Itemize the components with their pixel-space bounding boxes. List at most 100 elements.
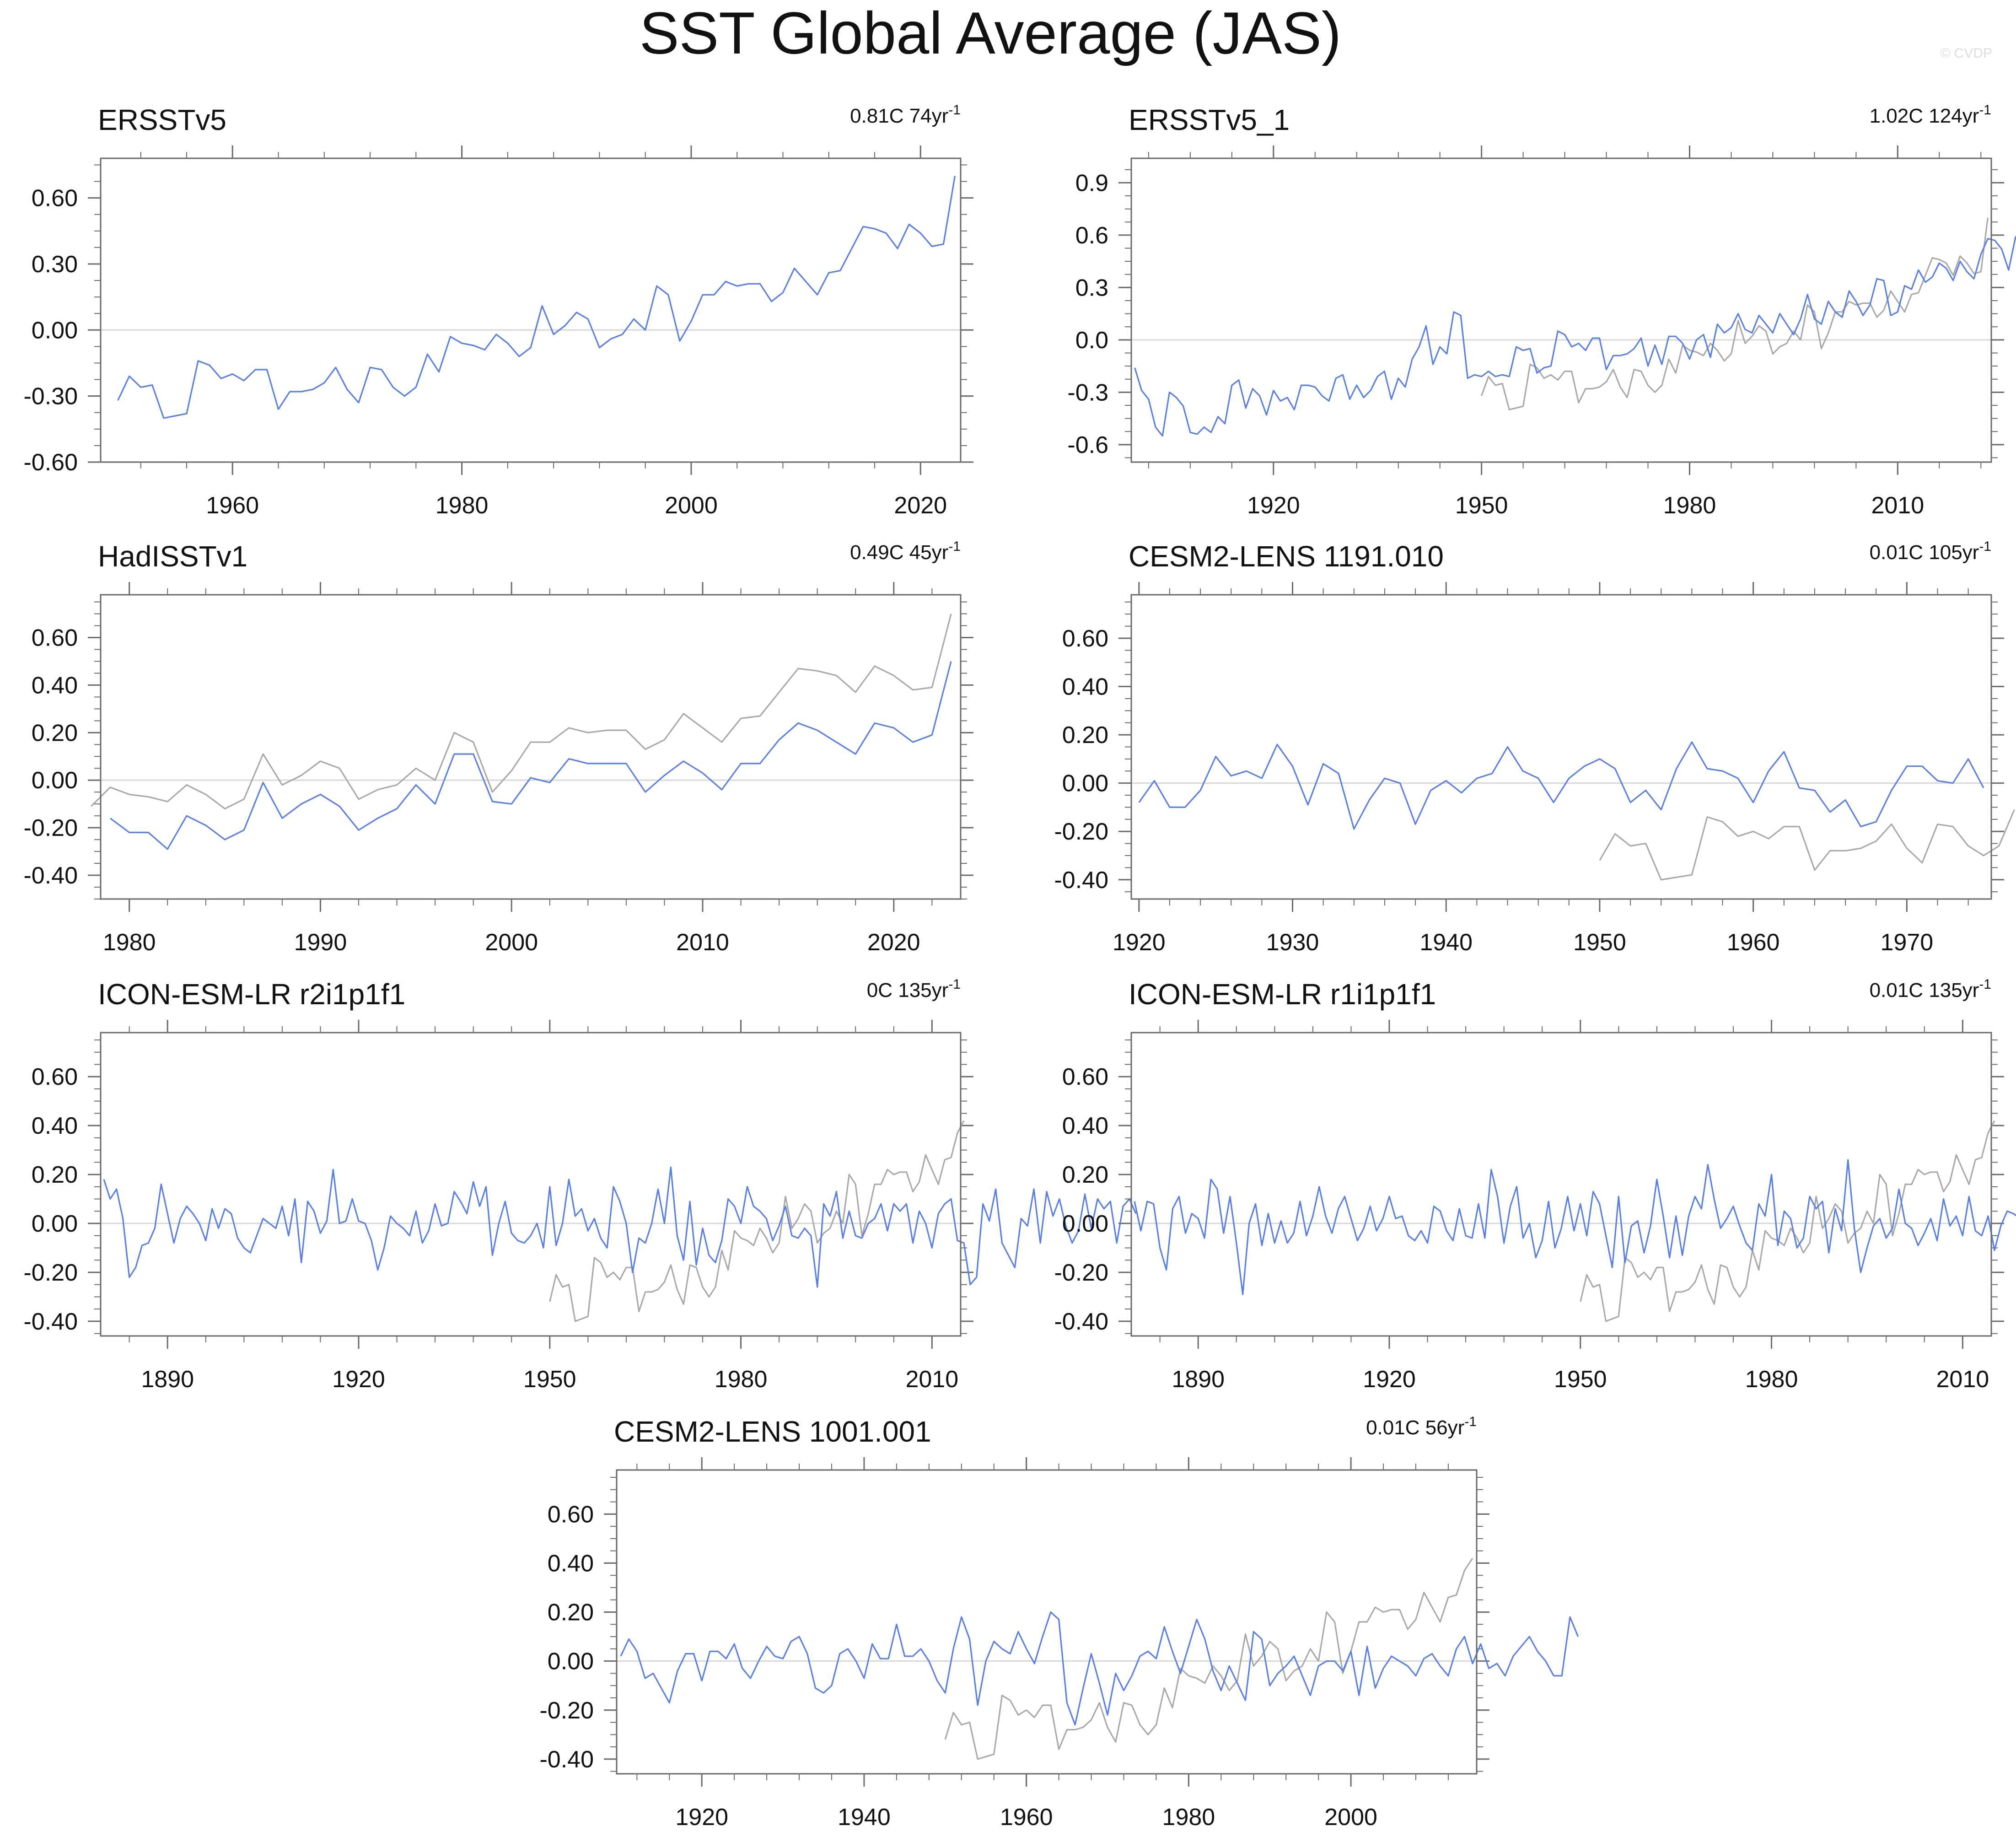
y-tick-label: -0.20 [23,815,78,841]
y-tick-label: 0.00 [548,1648,594,1675]
x-tick-label: 1940 [1419,929,1473,956]
x-tick-label: 1920 [332,1366,385,1393]
series-line-model [1134,236,2016,437]
x-tick-label: 1950 [1554,1366,1607,1393]
panel-title: ERSSTv5 [98,103,226,136]
x-tick-label: 1890 [1172,1366,1225,1393]
series-line-model [620,1611,1579,1726]
series-line-obs [1599,809,2015,881]
y-tick-label: -0.20 [1054,1260,1108,1286]
y-tick-label: 0.40 [1062,674,1108,700]
x-tick-label: 1920 [1247,492,1300,519]
panel-title: HadISSTv1 [98,540,247,573]
y-tick-label: -0.60 [23,449,78,476]
x-tick-label: 1970 [1881,929,1934,956]
panel-title: CESM2-LENS 1191.010 [1129,540,1444,573]
x-tick-label: 2000 [665,492,718,519]
panel-title: ICON-ESM-LR r1i1p1f1 [1129,978,1436,1011]
series-line-model [1134,1159,2016,1295]
series-line-model [117,176,956,419]
panel-title: ERSSTv5_1 [1129,103,1290,136]
panel-trend-stat: 0C 135yr-1 [867,977,961,1002]
x-tick-label: 2000 [1324,1804,1377,1831]
panel-trend-stat: 0.01C 105yr-1 [1870,539,1991,564]
y-tick-label: 0.40 [32,672,78,699]
x-tick-label: 1920 [1113,929,1166,956]
plot-frame [1130,594,1992,900]
x-tick-label: 1990 [294,929,347,956]
series-line-obs [1481,217,1989,411]
x-tick-label: 2010 [1936,1366,1989,1393]
y-tick-label: 0.0 [1075,327,1108,354]
y-tick-label: 0.00 [32,317,78,344]
y-tick-label: -0.20 [1054,818,1108,845]
y-tick-label: 0.3 [1075,275,1108,301]
figure-title: SST Global Average (JAS) [640,0,1341,66]
y-tick-label: 0.60 [32,1064,78,1090]
panel-trend-stat: 1.02C 124yr-1 [1870,102,1991,127]
panel-trend-stat: 0.01C 56yr-1 [1366,1414,1477,1439]
y-tick-label: 0.20 [548,1599,594,1626]
y-tick-label: -0.20 [23,1260,78,1286]
chart-panel-5: -0.40 -0.20 0.00 0.20 0.40 0.60 1890 1920 1950 19… [23,977,1137,1393]
plot-frame [100,594,962,900]
series-line-obs [90,614,952,810]
y-tick-label: 0.20 [1062,722,1108,748]
x-tick-label: 2020 [894,492,947,519]
x-tick-label: 2000 [485,929,538,956]
y-tick-label: 0.6 [1075,222,1108,249]
y-tick-label: -0.40 [539,1746,594,1773]
y-tick-label: 0.00 [1062,1211,1108,1237]
y-tick-label: 0.60 [548,1501,594,1528]
y-tick-label: 0.00 [32,1211,78,1237]
panel-trend-stat: 0.49C 45yr-1 [850,539,961,564]
y-tick-label: 0.20 [32,1162,78,1188]
series-line-model [103,1166,1137,1288]
series-line-obs [1580,1120,1995,1322]
x-tick-label: 1980 [435,492,489,519]
y-tick-label: -0.40 [1054,867,1108,894]
y-tick-label: 0.00 [32,767,78,794]
chart-panel-3: -0.40 -0.20 0.00 0.20 0.40 0.60 1980 1990 2000 20… [23,539,973,956]
x-tick-label: 1930 [1266,929,1319,956]
y-tick-label: -0.40 [23,862,78,889]
x-tick-label: 1980 [103,929,156,956]
series-line-obs [944,1557,1473,1760]
y-tick-label: -0.20 [539,1697,594,1724]
y-tick-label: -0.40 [1054,1309,1108,1335]
chart-panel-7: -0.40 -0.20 0.00 0.20 0.40 0.60 1920 1940 1960 19… [539,1414,1579,1831]
plot-frame [100,157,962,463]
x-tick-label: 1890 [141,1366,194,1393]
plot-frame [100,1032,962,1337]
y-tick-label: 0.60 [1062,625,1108,652]
chart-panel-2: -0.6 -0.3 0.0 0.3 0.6 0.9 1920 1950 1980 2010 ERSS… [1067,102,2016,519]
panel-title: CESM2-LENS 1001.001 [614,1415,931,1448]
x-tick-label: 1980 [1663,492,1716,519]
panel-trend-stat: 0.81C 74yr-1 [850,102,961,127]
x-tick-label: 1960 [206,492,259,519]
y-tick-label: -0.6 [1067,432,1108,458]
y-tick-label: 0.20 [32,720,78,746]
x-tick-label: 2010 [1871,492,1924,519]
plot-frame [616,1469,1478,1775]
x-tick-label: 1980 [1745,1366,1798,1393]
x-tick-label: 1920 [675,1804,728,1831]
y-tick-label: -0.3 [1067,379,1108,406]
x-tick-label: 2010 [905,1366,958,1393]
x-tick-label: 1940 [838,1804,891,1831]
x-tick-label: 1980 [1162,1804,1215,1831]
x-tick-label: 1950 [1573,929,1626,956]
y-tick-label: 0.9 [1075,170,1108,196]
x-tick-label: 1980 [715,1366,768,1393]
plot-frame [1130,1032,1992,1337]
plot-frame [1130,157,1992,463]
watermark: © CVDP [1940,46,1992,61]
y-tick-label: 0.60 [32,185,78,212]
x-tick-label: 2010 [676,929,729,956]
panel-title: ICON-ESM-LR r2i1p1f1 [98,978,405,1011]
y-tick-label: -0.40 [23,1309,78,1335]
y-tick-label: -0.30 [23,383,78,410]
chart-panel-1: -0.60 -0.30 0.00 0.30 0.60 1960 1980 2000 2020 ER… [23,102,973,519]
series-line-obs [549,1120,965,1322]
